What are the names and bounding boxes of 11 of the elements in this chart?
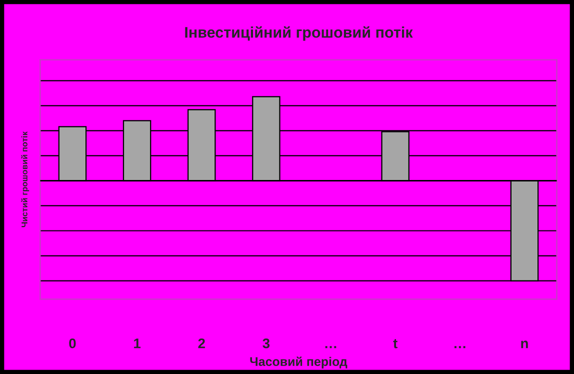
- y-axis-title: Чистий грошовий потік: [21, 131, 30, 228]
- x-tick-label: 1: [134, 338, 141, 348]
- x-axis-title: Часовий період: [250, 356, 348, 368]
- x-tick-label: n: [521, 340, 528, 348]
- x-tick-label: 3: [262, 338, 270, 348]
- x-tick-label: 0: [69, 338, 76, 348]
- x-tick-label: …: [454, 346, 466, 348]
- chart-title: Інвестиційний грошовий потік: [185, 26, 413, 41]
- x-tick-label: …: [325, 346, 336, 348]
- x-tick-label: t: [393, 339, 398, 348]
- x-tick-label: 2: [198, 338, 205, 348]
